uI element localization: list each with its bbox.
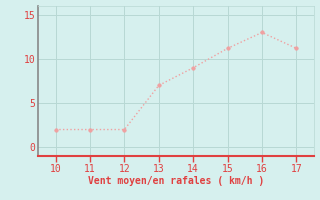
X-axis label: Vent moyen/en rafales ( km/h ): Vent moyen/en rafales ( km/h ) — [88, 176, 264, 186]
